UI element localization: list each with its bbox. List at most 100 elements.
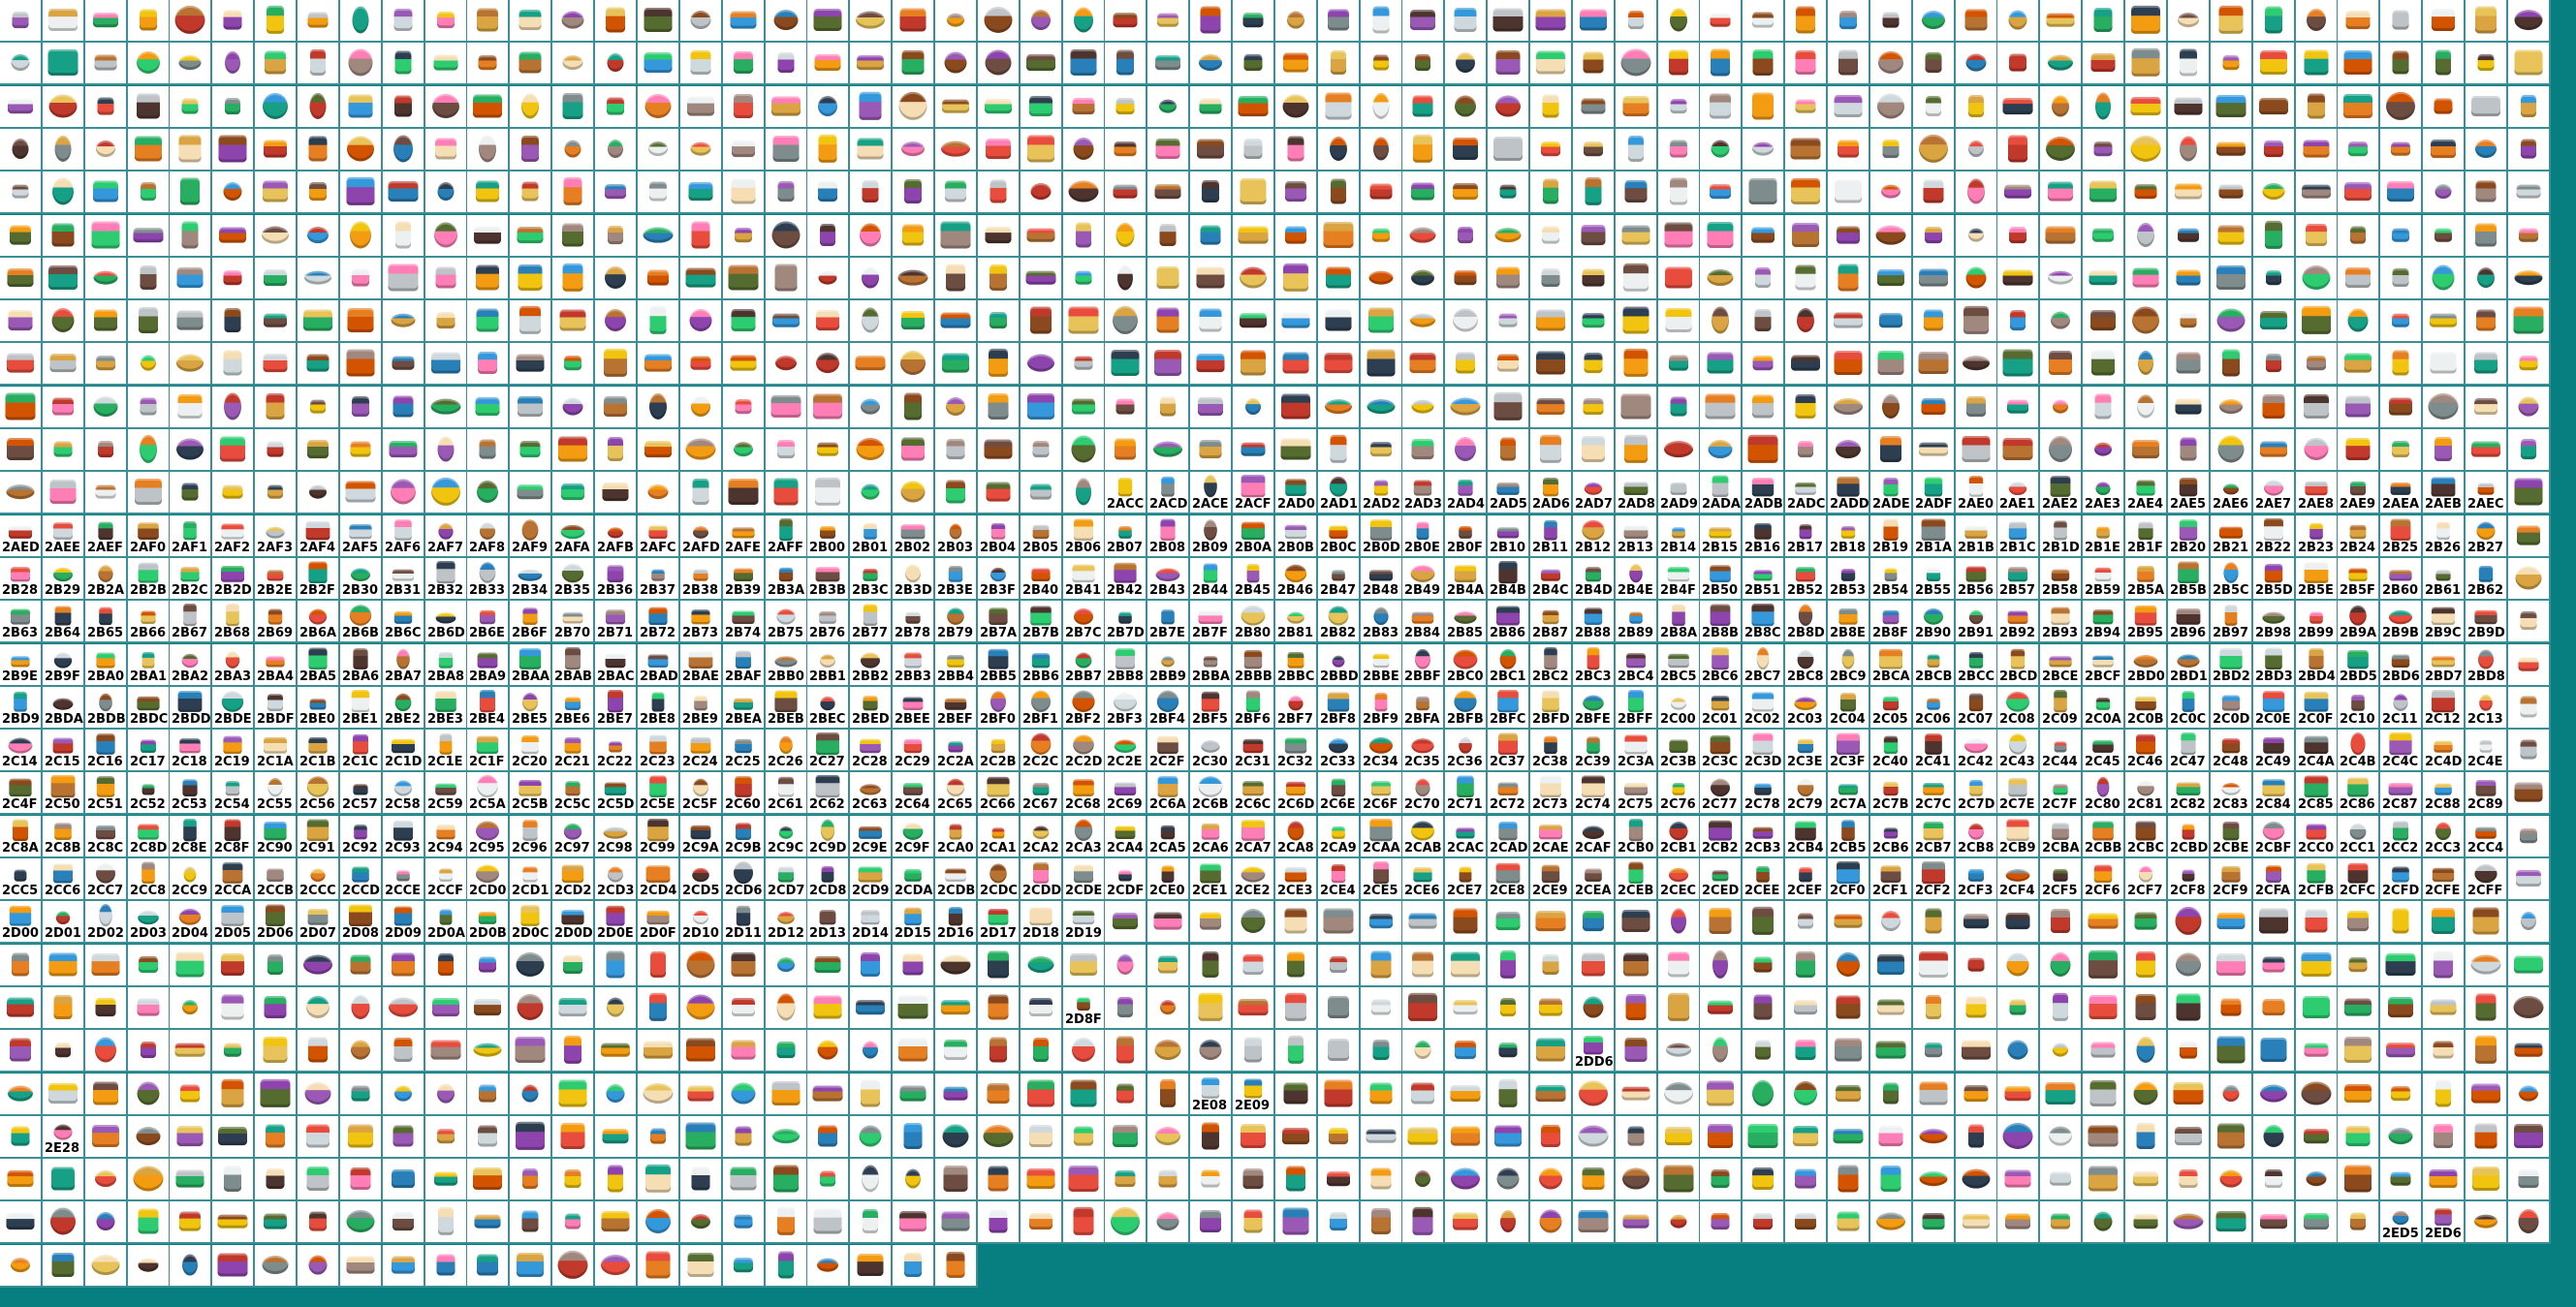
furniture-icon [1411, 182, 1434, 201]
furniture-icon [2432, 9, 2455, 32]
furniture-icon [1454, 8, 1477, 32]
furniture-icon [860, 223, 881, 247]
furniture-icon [439, 868, 453, 883]
furniture-icon [1198, 992, 1223, 1021]
item-cell [1956, 215, 1998, 258]
furniture-icon [607, 565, 624, 582]
item-cell [978, 258, 1021, 300]
furniture-icon [1791, 355, 1820, 371]
item-cell: 2B62 [2466, 558, 2508, 601]
item-cell: 2D0E [595, 901, 638, 944]
item-code-label: 2AF0 [130, 541, 167, 555]
item-cell [43, 343, 85, 386]
furniture-icon [473, 1167, 502, 1191]
furniture-icon [860, 738, 881, 754]
item-cell [43, 1201, 85, 1244]
furniture-icon [222, 862, 243, 884]
furniture-icon [1624, 180, 1648, 203]
furniture-icon [1839, 11, 1857, 30]
item-cell [1190, 258, 1233, 300]
item-code-label: 2AD1 [1320, 497, 1358, 512]
item-cell [1361, 1159, 1403, 1201]
item-cell: 2C91 [298, 816, 340, 858]
furniture-icon [1117, 265, 1133, 291]
item-cell: 2B09 [1190, 515, 1233, 558]
item-cell [552, 945, 595, 987]
item-code-label: 2ACE [1192, 497, 1229, 512]
item-cell [595, 387, 638, 429]
item-code-label: 2C6D [1277, 797, 1315, 812]
furniture-icon [2222, 55, 2240, 71]
item-cell [170, 129, 212, 171]
item-cell: 2B24 [2338, 515, 2380, 558]
item-code-label: 2B4B [1490, 583, 1526, 598]
furniture-icon [181, 482, 199, 501]
item-code-label: 2BD0 [2127, 669, 2165, 684]
furniture-icon [2345, 1126, 2371, 1147]
furniture-icon [96, 140, 115, 158]
item-cell [595, 129, 638, 171]
furniture-icon [1794, 1081, 1817, 1105]
furniture-icon [1070, 953, 1097, 977]
furniture-icon [1840, 526, 1856, 539]
item-cell [1956, 129, 1998, 171]
furniture-icon [1331, 178, 1346, 204]
item-cell [1743, 1030, 1785, 1073]
furniture-icon [690, 356, 711, 370]
item-cell [2423, 171, 2466, 214]
furniture-icon [731, 1040, 756, 1060]
item-code-label: 2AD6 [1532, 497, 1570, 512]
item-cell: 2C1C [340, 730, 383, 772]
item-cell [1361, 300, 1403, 343]
item-cell: 2AD0 [1275, 472, 1318, 514]
furniture-icon [2221, 783, 2241, 795]
item-code-label: 2B33 [469, 583, 506, 598]
furniture-icon [347, 136, 374, 162]
furniture-icon [1710, 735, 1731, 755]
furniture-icon [1372, 1040, 1390, 1061]
item-cell [212, 343, 255, 386]
item-cell [1105, 429, 1147, 472]
furniture-icon [1927, 698, 1940, 710]
item-code-label: 2C18 [172, 755, 207, 769]
item-code-label: 2B46 [1277, 583, 1314, 598]
item-cell: 2C97 [552, 816, 595, 858]
furniture-icon [1415, 778, 1430, 797]
item-cell [510, 1245, 552, 1288]
item-code-label: 2ACF [1235, 497, 1272, 512]
item-cell [425, 1116, 468, 1159]
item-cell [1063, 215, 1106, 258]
item-code-label: 2B20 [2170, 541, 2207, 555]
item-code-label: 2B27 [2467, 541, 2504, 555]
furniture-icon [2007, 610, 2028, 625]
item-cell [2125, 343, 2168, 386]
item-cell [85, 129, 128, 171]
item-cell: 2B3D [893, 558, 935, 601]
item-cell [255, 343, 298, 386]
furniture-icon [2090, 1042, 2116, 1058]
item-code-label: 2CBC [2127, 841, 2165, 856]
furniture-icon [2344, 1036, 2372, 1063]
item-cell [638, 1201, 680, 1244]
furniture-icon [2005, 913, 2030, 930]
item-cell [1488, 1030, 1530, 1073]
item-cell [1828, 1116, 1870, 1159]
furniture-icon [989, 348, 1008, 377]
item-code-label: 2CB0 [1618, 841, 1654, 856]
item-cell [2508, 601, 2551, 643]
item-cell: 2B28 [0, 558, 43, 601]
item-cell [255, 86, 298, 129]
item-cell: 2B17 [1785, 515, 1828, 558]
item-cell: 2B8F [1870, 601, 1913, 643]
item-cell [2168, 215, 2211, 258]
furniture-icon [1838, 49, 1858, 76]
item-cell: 2BD8 [2466, 644, 2508, 687]
item-cell [1021, 343, 1063, 386]
furniture-icon [1834, 914, 1863, 928]
item-cell [43, 1245, 85, 1288]
furniture-icon [1752, 356, 1774, 371]
furniture-icon [736, 650, 751, 669]
item-cell [2423, 0, 2466, 43]
item-code-label: 2C16 [87, 755, 123, 769]
item-cell: 2B19 [1870, 515, 1913, 558]
